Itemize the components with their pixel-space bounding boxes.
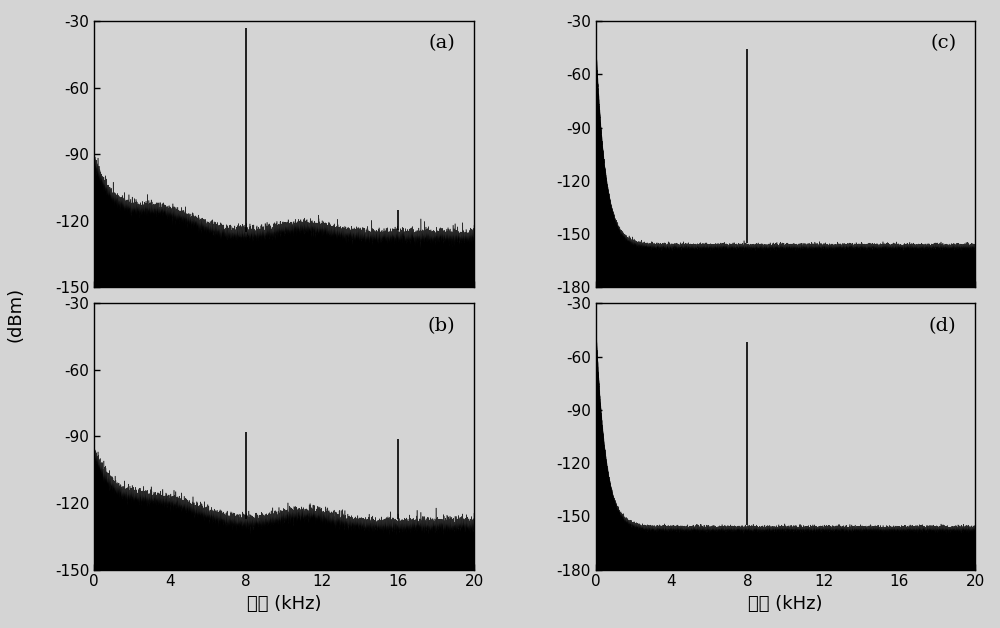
Text: (a): (a) [428,35,455,52]
Text: (c): (c) [930,35,956,52]
Text: (b): (b) [427,317,455,335]
X-axis label: 频率 (kHz): 频率 (kHz) [247,595,321,613]
X-axis label: 频率 (kHz): 频率 (kHz) [748,595,823,613]
Text: (dBm): (dBm) [6,286,24,342]
Text: (d): (d) [929,317,956,335]
